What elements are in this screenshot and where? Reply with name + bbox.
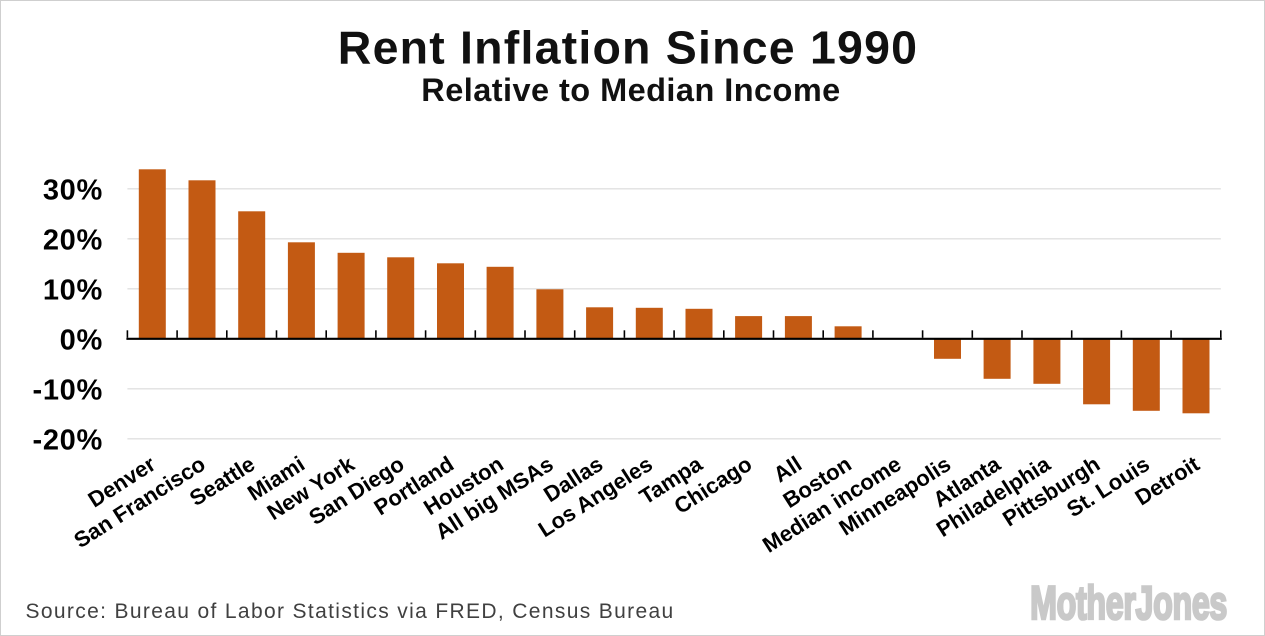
svg-text:20%: 20% [43,224,103,256]
svg-text:Relative to Median Income: Relative to Median Income [421,72,840,108]
svg-text:-20%: -20% [33,424,104,456]
svg-text:Source: Bureau of Labor Statis: Source: Bureau of Labor Statistics via F… [26,600,675,623]
svg-text:10%: 10% [43,274,103,306]
svg-text:Rent Inflation Since 1990: Rent Inflation Since 1990 [338,21,918,73]
svg-text:30%: 30% [43,174,103,206]
svg-text:0%: 0% [60,324,103,356]
svg-text:-10%: -10% [33,374,104,406]
svg-text:MotherJones: MotherJones [1030,577,1227,629]
